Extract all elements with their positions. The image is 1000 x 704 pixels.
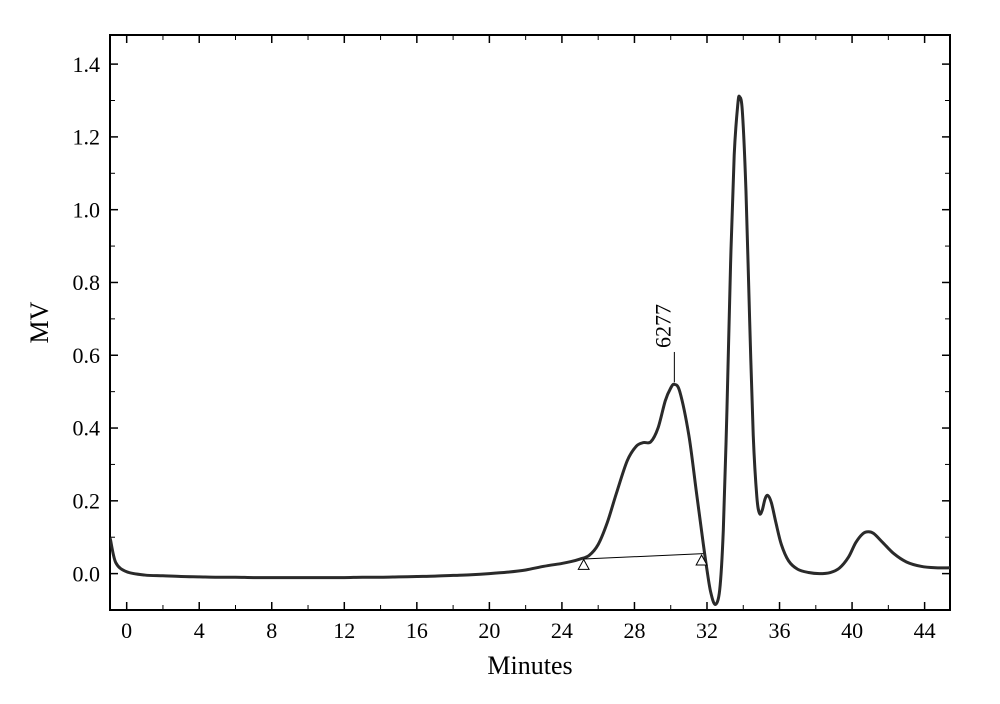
chart-svg: 0 4 8 12 16 20 24 28 32 36 40 44 0.0 0.2 0.4 0.6 0.8 1.0 1… [0, 0, 1000, 704]
svg-text:0.2: 0.2 [73, 489, 101, 514]
svg-text:0.8: 0.8 [73, 270, 101, 295]
svg-text:36: 36 [769, 618, 791, 643]
svg-text:28: 28 [623, 618, 645, 643]
svg-text:8: 8 [266, 618, 277, 643]
chromatogram-chart: 0 4 8 12 16 20 24 28 32 36 40 44 0.0 0.2 0.4 0.6 0.8 1.0 1… [0, 0, 1000, 704]
svg-text:4: 4 [194, 618, 205, 643]
svg-text:44: 44 [914, 618, 936, 643]
svg-text:24: 24 [551, 618, 573, 643]
svg-text:32: 32 [696, 618, 718, 643]
x-axis-label: Minutes [487, 651, 572, 680]
svg-text:1.0: 1.0 [73, 197, 101, 222]
svg-text:16: 16 [406, 618, 428, 643]
svg-text:0.4: 0.4 [73, 416, 101, 441]
svg-text:1.2: 1.2 [73, 125, 101, 150]
svg-text:20: 20 [478, 618, 500, 643]
svg-text:1.4: 1.4 [73, 52, 101, 77]
svg-text:0.6: 0.6 [73, 343, 101, 368]
svg-text:40: 40 [841, 618, 863, 643]
svg-text:0: 0 [121, 618, 132, 643]
svg-text:0.0: 0.0 [73, 561, 101, 586]
y-axis-label: MV [25, 301, 54, 343]
peak-label: 6277 [650, 304, 675, 348]
svg-text:12: 12 [333, 618, 355, 643]
